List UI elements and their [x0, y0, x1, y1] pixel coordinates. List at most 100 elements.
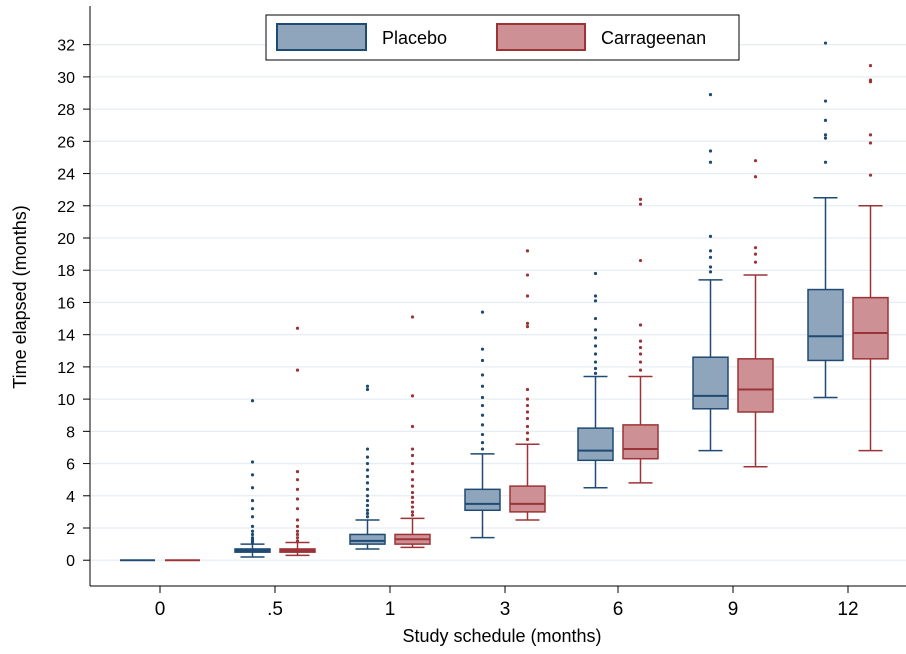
- y-axis-title: Time elapsed (months): [10, 205, 30, 388]
- outlier-point: [525, 410, 530, 414]
- outlier-point: [525, 431, 530, 435]
- box-placebo-4: [577, 271, 614, 489]
- outlier-point: [480, 423, 485, 427]
- outlier-point: [365, 481, 370, 485]
- legend-swatch-placebo: [276, 23, 367, 51]
- box-iqr: [692, 356, 729, 410]
- outlier-point: [638, 368, 643, 372]
- outlier-point: [480, 441, 485, 445]
- outlier-point: [295, 507, 300, 511]
- x-tick-label-1: .5: [267, 599, 283, 620]
- outlier-point: [868, 141, 873, 145]
- outlier-point: [525, 437, 530, 441]
- outlier-point: [295, 536, 300, 540]
- outlier-point: [868, 133, 873, 137]
- outlier-point: [868, 173, 873, 177]
- x-tick-label-2: 1: [385, 599, 396, 620]
- outlier-point: [525, 416, 530, 421]
- y-tick-label-14: 14: [57, 328, 75, 345]
- outlier-point: [410, 490, 415, 495]
- outlier-point: [410, 500, 415, 504]
- outlier-point: [525, 397, 530, 401]
- box-iqr: [622, 424, 659, 460]
- outlier-point: [868, 64, 873, 68]
- outlier-point: [480, 384, 485, 388]
- outlier-point: [250, 507, 255, 511]
- outlier-point: [708, 234, 713, 238]
- outlier-point: [250, 486, 255, 490]
- outlier-point: [638, 202, 643, 206]
- outlier-point: [480, 403, 485, 408]
- outlier-point: [480, 432, 485, 437]
- outlier-point: [638, 258, 643, 263]
- outlier-point: [365, 447, 370, 451]
- outlier-point: [365, 384, 370, 388]
- outlier-point: [250, 515, 255, 519]
- y-tick-label-16: 16: [57, 295, 75, 312]
- outlier-point: [410, 478, 415, 482]
- outlier-point: [365, 494, 370, 498]
- box-placebo-2: [349, 384, 386, 550]
- outlier-point: [638, 345, 643, 350]
- outlier-point: [295, 470, 300, 474]
- box-iqr: [737, 358, 774, 413]
- y-tick-label-26: 26: [57, 134, 75, 151]
- outlier-point: [593, 344, 598, 348]
- outlier-point: [365, 461, 370, 466]
- outlier-point: [250, 499, 255, 503]
- x-tick-label-4: 6: [613, 599, 624, 620]
- outlier-point: [638, 323, 643, 327]
- box-iqr: [464, 488, 501, 512]
- outlier-point: [365, 508, 370, 512]
- outlier-point: [480, 310, 485, 314]
- outlier-point: [295, 326, 300, 330]
- outlier-point: [593, 328, 598, 332]
- outlier-point: [480, 395, 485, 400]
- outlier-point: [868, 78, 873, 82]
- outlier-point: [365, 499, 370, 503]
- y-tick-label-30: 30: [57, 70, 75, 87]
- legend-label-placebo: Placebo: [382, 28, 447, 48]
- y-tick-label-0: 0: [66, 553, 75, 570]
- outlier-point: [480, 373, 485, 377]
- outlier-point: [410, 495, 415, 499]
- outlier-point: [410, 315, 415, 319]
- outlier-point: [250, 399, 255, 403]
- outlier-point: [480, 358, 485, 363]
- y-tick-label-18: 18: [57, 263, 75, 280]
- x-axis-title: Study schedule (months): [402, 626, 601, 646]
- box-carrageenan-1: [279, 326, 316, 557]
- outlier-point: [823, 118, 828, 122]
- outlier-point: [410, 424, 415, 429]
- outlier-point: [410, 470, 415, 474]
- outlier-point: [410, 453, 415, 458]
- outlier-point: [593, 352, 598, 356]
- outlier-point: [365, 474, 370, 479]
- box-placebo-6: [807, 41, 844, 399]
- outlier-point: [753, 252, 758, 256]
- y-tick-label-22: 22: [57, 199, 75, 216]
- outlier-point: [295, 368, 300, 372]
- x-tick-label-0: 0: [155, 599, 166, 620]
- outlier-point: [708, 265, 713, 269]
- box-plots: [120, 41, 889, 562]
- outlier-point: [410, 394, 415, 398]
- outlier-point: [708, 149, 713, 153]
- outlier-point: [250, 529, 255, 533]
- outlier-point: [365, 503, 370, 508]
- outlier-point: [593, 371, 598, 375]
- outlier-point: [593, 316, 598, 321]
- y-tick-label-8: 8: [66, 424, 75, 441]
- legend-label-carrageenan: Carrageenan: [601, 28, 706, 48]
- outlier-point: [823, 133, 828, 137]
- outlier-point: [365, 511, 370, 516]
- outlier-point: [295, 497, 300, 501]
- outlier-point: [410, 505, 415, 509]
- y-tick-label-4: 4: [66, 489, 75, 506]
- outlier-point: [593, 294, 598, 298]
- outlier-point: [295, 478, 300, 482]
- outlier-point: [525, 424, 530, 429]
- legend-swatch-carrageenan: [496, 23, 586, 51]
- outlier-point: [250, 473, 255, 477]
